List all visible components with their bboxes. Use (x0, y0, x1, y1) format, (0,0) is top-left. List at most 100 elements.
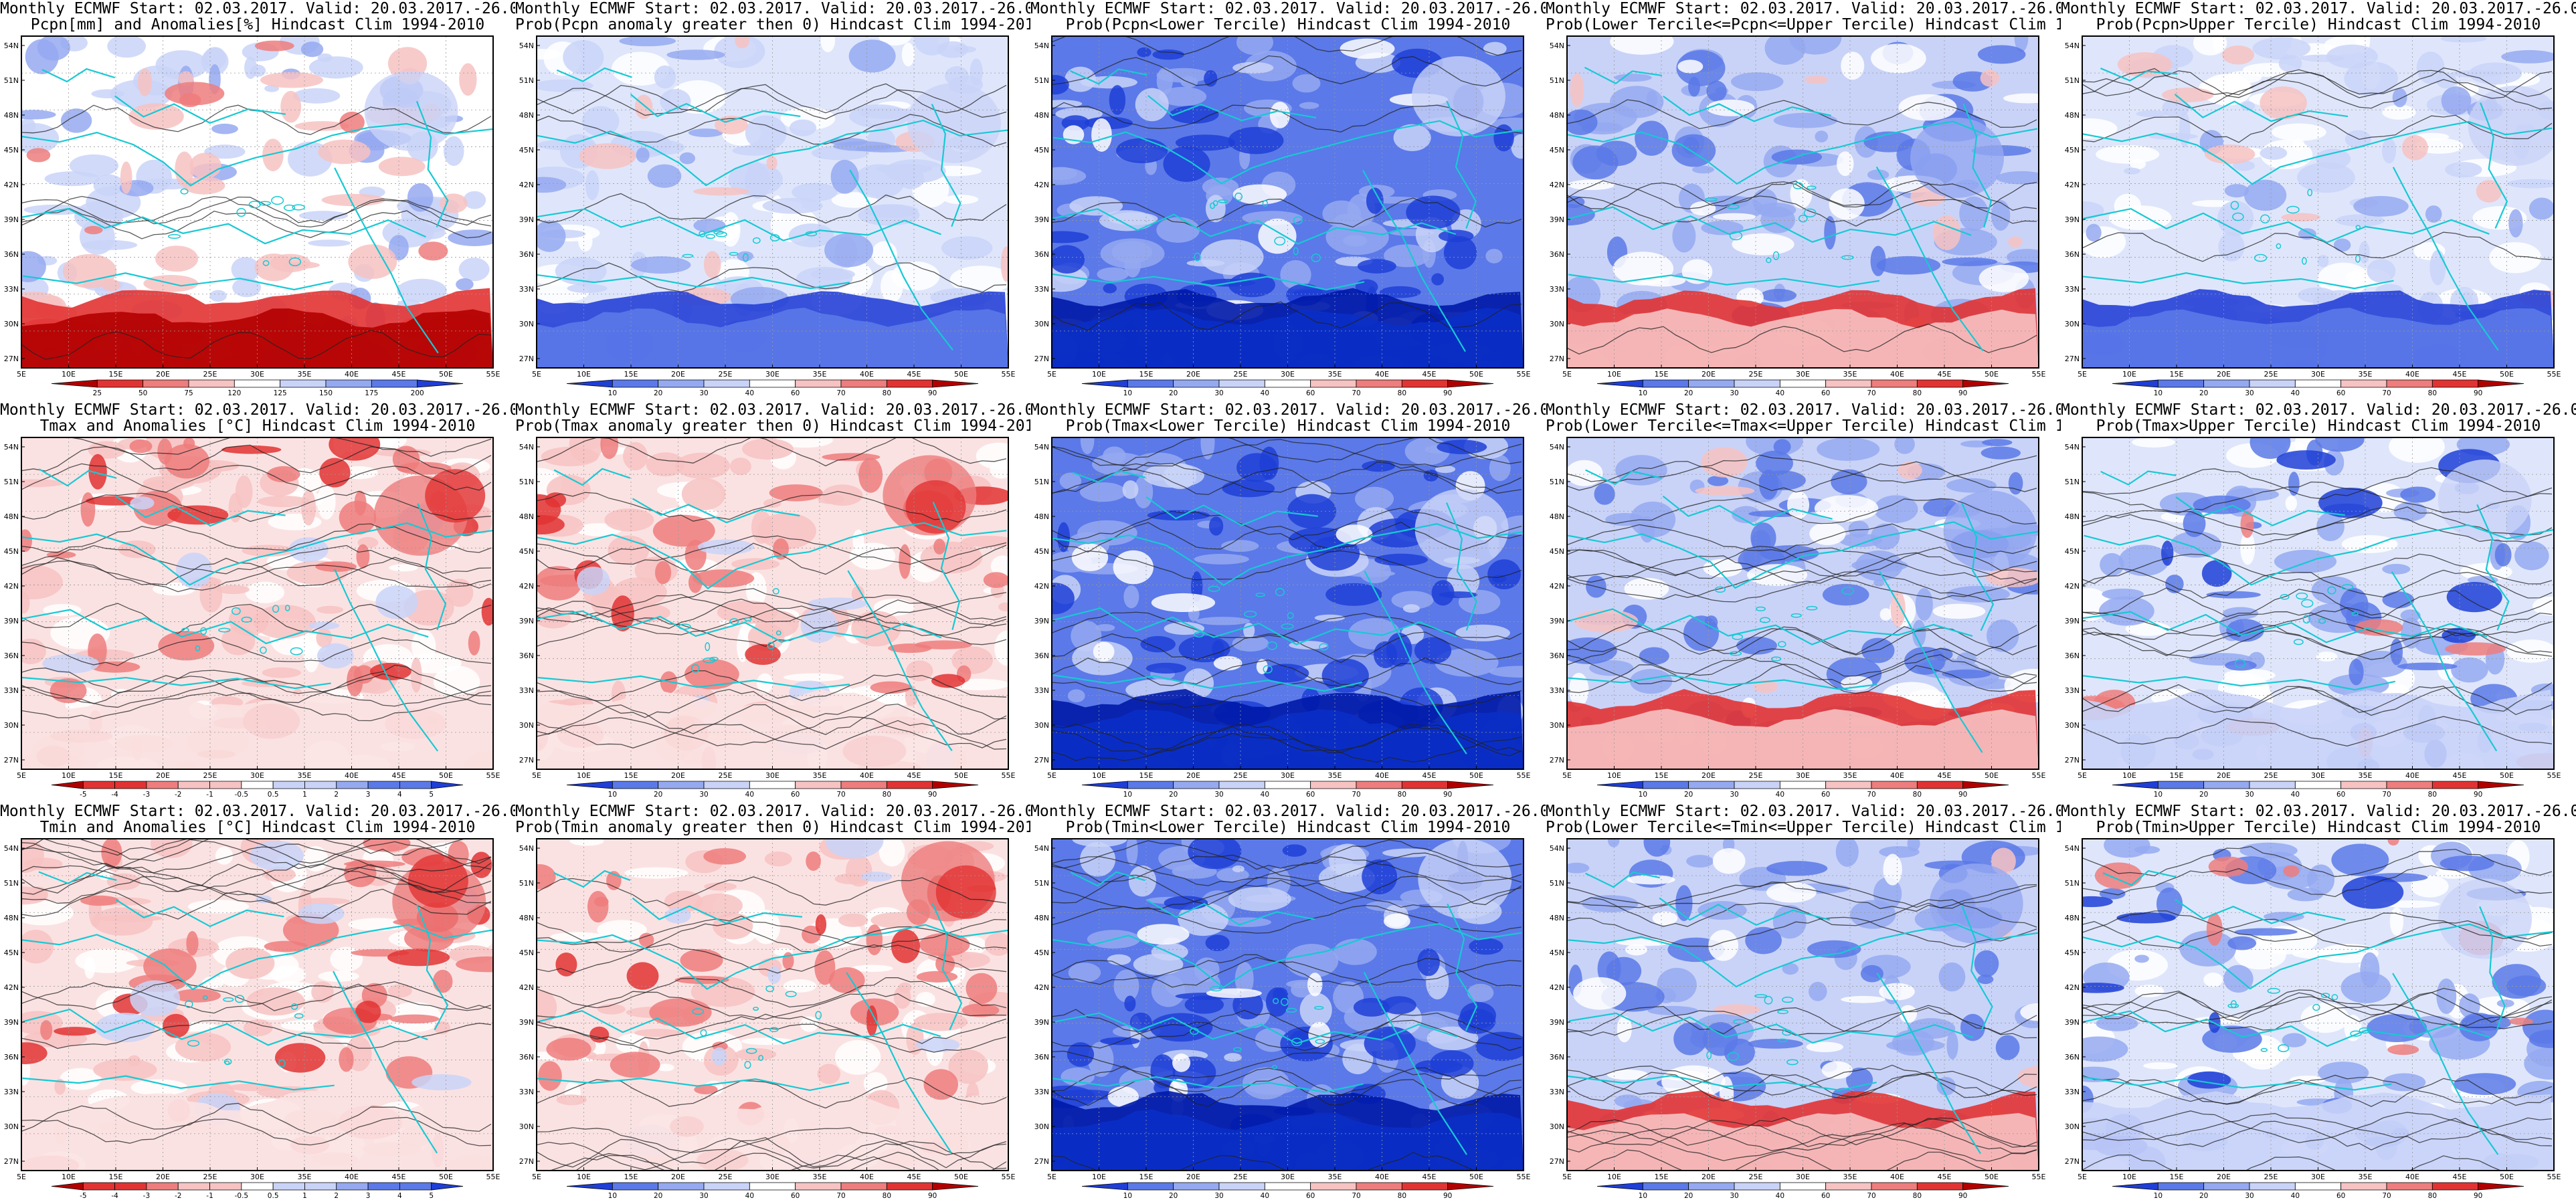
lon-label: 20E (671, 771, 685, 780)
lat-label: 48N (1034, 512, 1049, 521)
lon-label: 35E (813, 771, 827, 780)
lat-label: 30N (1034, 320, 1049, 328)
colorbar-label: -5 (80, 791, 86, 799)
colorbar-segment (612, 379, 659, 388)
lon-label: 15E (1139, 1173, 1154, 1181)
map-field (1567, 36, 2039, 368)
lat-label: 39N (1550, 1018, 1564, 1027)
lon-label: 35E (2359, 771, 2373, 780)
colorbar-label: 20 (2199, 791, 2208, 799)
colorbar-segment (1642, 781, 1689, 789)
colorbar-segment (336, 1182, 369, 1191)
colorbar-segment (177, 1182, 210, 1191)
colorbar-label: 90 (1443, 389, 1452, 397)
lat-label: 27N (1034, 1157, 1049, 1166)
lat-label: 33N (519, 1088, 534, 1096)
lat-label: 45N (1034, 146, 1049, 155)
colorbar-segment (2386, 379, 2433, 388)
colorbar-label: 0.5 (268, 1192, 279, 1200)
lon-label: 45E (1938, 771, 1952, 780)
lon-label: 35E (298, 370, 312, 379)
lon-label: 30E (1281, 370, 1295, 379)
colorbar-label: 80 (1398, 791, 1406, 799)
lat-label: 48N (1550, 914, 1564, 922)
forecast-map: 54N 51N 48N 45N 42N 39N 36N 33N 30N 27N 5E 10E 15E 20… (2065, 838, 2561, 1200)
colorbar-label: 70 (2382, 791, 2391, 799)
colorbar-segment (96, 379, 144, 388)
colorbar-segment (932, 379, 979, 388)
colorbar-segment (1825, 781, 1872, 789)
lat-label: 42N (1550, 983, 1564, 992)
colorbar-segment (209, 1182, 242, 1191)
map-panel-tmin-3: Monthly ECMWF Start: 02.03.2017. Valid: … (1030, 803, 1546, 1204)
colorbar-label: 40 (745, 791, 754, 799)
colorbar-segment (241, 1182, 274, 1191)
colorbar-label: 70 (1867, 389, 1875, 397)
colorbar-label: 20 (2199, 1192, 2208, 1200)
lon-label: 55E (2547, 1173, 2561, 1181)
colorbar-label: 60 (791, 1192, 800, 1200)
lon-label: 5E (2078, 771, 2087, 780)
map-field (1052, 839, 1524, 1171)
lon-label: 30E (765, 771, 779, 780)
colorbar-segment (1081, 379, 1128, 388)
panel-title-line1: Monthly ECMWF Start: 02.03.2017. Valid: … (1030, 401, 1546, 419)
colorbar-label: 1 (302, 791, 307, 799)
colorbar-label: 90 (1958, 1192, 1967, 1200)
colorbar-segment (1642, 1182, 1689, 1191)
lat-label: 42N (1034, 181, 1049, 189)
lon-label: 40E (2405, 771, 2419, 780)
colorbar-label: 30 (1730, 389, 1738, 397)
colorbar-segment (304, 1182, 337, 1191)
lon-label: 5E (1562, 771, 1572, 780)
colorbar-segment (367, 781, 400, 789)
lat-label: 39N (2065, 617, 2080, 625)
lon-label: 15E (109, 1173, 123, 1181)
colorbar-label: 80 (1913, 1192, 1922, 1200)
lon-label: 40E (345, 370, 359, 379)
colorbar: 25 50 75 120 125 150 175 200 (51, 379, 464, 397)
colorbar-label: 60 (2336, 1192, 2345, 1200)
panel-title-line2: Prob(Tmax<Lower Tercile) Hindcast Clim 1… (1065, 417, 1511, 435)
lon-label: 10E (62, 1173, 76, 1181)
lon-label: 55E (2032, 370, 2046, 379)
colorbar-label: 10 (1123, 389, 1132, 397)
colorbar-segment (177, 781, 210, 789)
lon-label: 10E (62, 771, 76, 780)
lat-label: 36N (1550, 1053, 1564, 1062)
colorbar-segment (272, 781, 305, 789)
lon-label: 50E (1985, 370, 1999, 379)
colorbar-segment (399, 1182, 432, 1191)
colorbar-segment (1916, 1182, 1964, 1191)
colorbar-label: 70 (836, 1192, 845, 1200)
map-field (1567, 839, 2039, 1171)
lat-label: 48N (1034, 111, 1049, 120)
colorbar-label: 90 (1443, 1192, 1452, 1200)
colorbar-label: 80 (2428, 791, 2437, 799)
panel-title-line1: Monthly ECMWF Start: 02.03.2017. Valid: … (2061, 401, 2576, 419)
colorbar-label: 30 (1730, 1192, 1738, 1200)
lat-label: 30N (4, 721, 19, 730)
colorbar-label: -5 (80, 1192, 86, 1200)
lon-label: 55E (1002, 370, 1016, 379)
colorbar-label: 2 (334, 791, 339, 799)
map-field (537, 437, 1008, 769)
panel-title-line1: Monthly ECMWF Start: 02.03.2017. Valid: … (515, 401, 1030, 419)
colorbar-segment (2478, 379, 2524, 388)
lat-label: 45N (2065, 146, 2080, 155)
lon-label: 40E (2405, 1173, 2419, 1181)
lat-label: 36N (519, 1053, 534, 1062)
colorbar-segment (272, 1182, 305, 1191)
map-field (21, 839, 493, 1171)
lat-label: 30N (1034, 1122, 1049, 1131)
lon-label: 50E (439, 1173, 453, 1181)
lat-label: 45N (2065, 547, 2080, 556)
lat-label: 36N (1550, 651, 1564, 660)
lon-label: 35E (1843, 771, 1857, 780)
lat-label: 27N (2065, 355, 2080, 363)
lat-label: 48N (519, 111, 534, 120)
colorbar-label: -3 (143, 791, 150, 799)
lat-label: 33N (2065, 285, 2080, 294)
lat-label: 45N (2065, 948, 2080, 957)
colorbar-label: 30 (2245, 1192, 2253, 1200)
